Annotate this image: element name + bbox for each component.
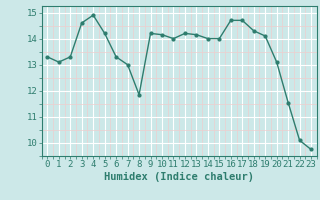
X-axis label: Humidex (Indice chaleur): Humidex (Indice chaleur) — [104, 172, 254, 182]
